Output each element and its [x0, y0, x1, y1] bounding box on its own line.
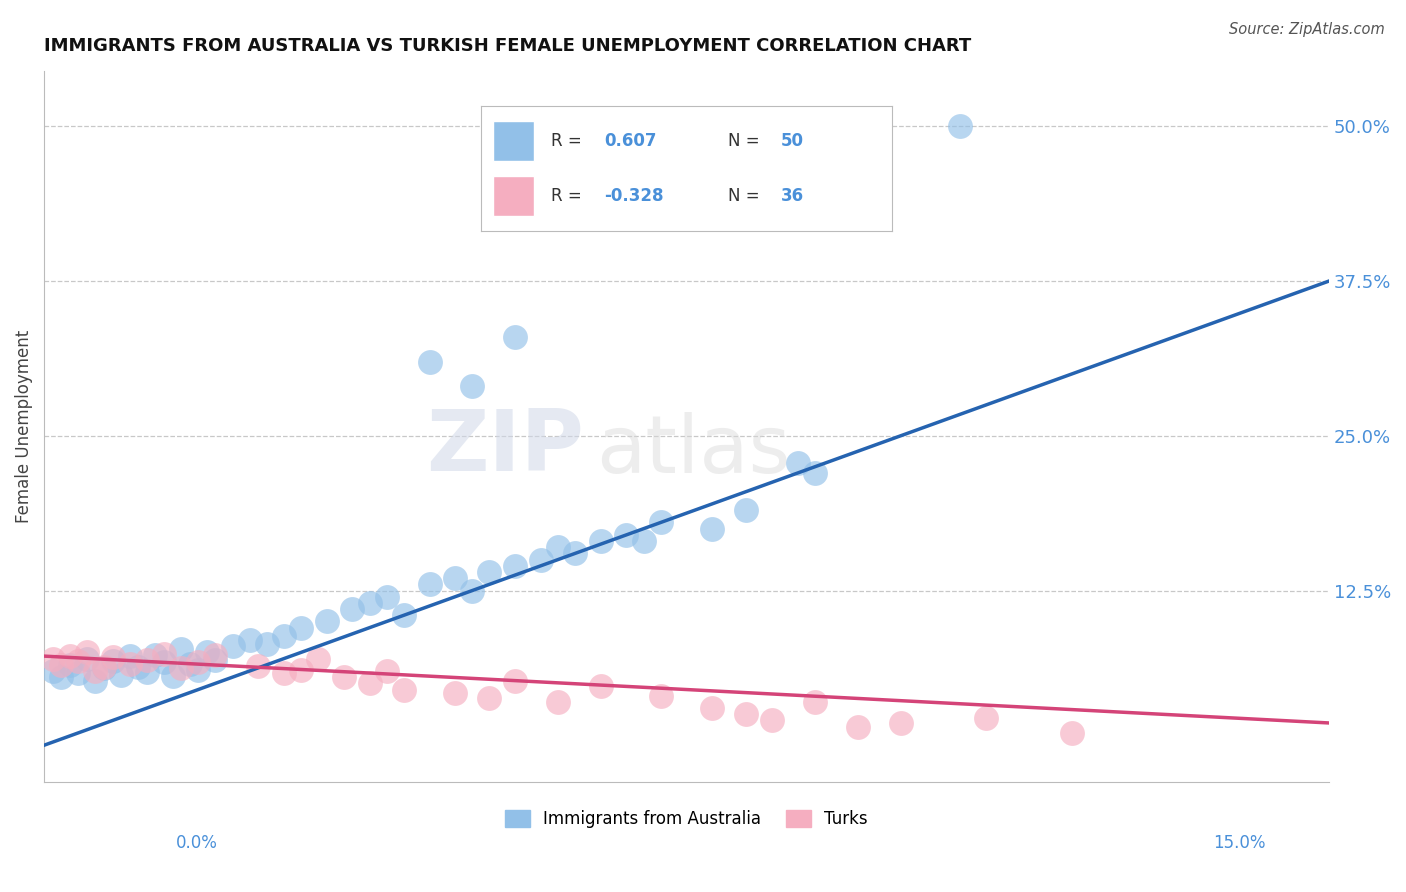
- Point: [633, 534, 655, 549]
- Point: [735, 503, 758, 517]
- Point: [110, 667, 132, 681]
- Point: [59, 657, 82, 672]
- Point: [461, 379, 484, 393]
- Point: [530, 552, 553, 566]
- Point: [170, 641, 193, 656]
- Point: [41, 664, 63, 678]
- Point: [59, 649, 82, 664]
- Point: [239, 633, 262, 648]
- Point: [949, 120, 972, 134]
- Point: [478, 691, 501, 706]
- Point: [786, 456, 808, 470]
- Point: [418, 354, 440, 368]
- Point: [359, 596, 381, 610]
- Y-axis label: Female Unemployment: Female Unemployment: [15, 330, 32, 524]
- Point: [187, 655, 209, 669]
- Point: [221, 639, 243, 653]
- Point: [589, 679, 612, 693]
- Point: [118, 649, 141, 664]
- Point: [444, 686, 467, 700]
- Point: [375, 664, 398, 678]
- Point: [145, 648, 167, 662]
- Point: [503, 558, 526, 573]
- Point: [162, 669, 184, 683]
- Point: [315, 615, 337, 629]
- Point: [650, 689, 672, 703]
- Point: [650, 516, 672, 530]
- Point: [101, 650, 124, 665]
- Point: [547, 540, 569, 554]
- Point: [195, 645, 218, 659]
- Point: [478, 565, 501, 579]
- Point: [761, 714, 783, 728]
- Point: [503, 673, 526, 688]
- Point: [503, 330, 526, 344]
- Point: [187, 663, 209, 677]
- Point: [76, 645, 98, 659]
- Point: [616, 528, 638, 542]
- Point: [564, 546, 586, 560]
- Text: IMMIGRANTS FROM AUSTRALIA VS TURKISH FEMALE UNEMPLOYMENT CORRELATION CHART: IMMIGRANTS FROM AUSTRALIA VS TURKISH FEM…: [44, 37, 972, 55]
- Point: [290, 621, 312, 635]
- Point: [153, 647, 176, 661]
- Point: [273, 666, 295, 681]
- Point: [444, 571, 467, 585]
- Point: [204, 648, 226, 662]
- Point: [846, 720, 869, 734]
- Point: [135, 653, 157, 667]
- Point: [135, 665, 157, 680]
- Point: [170, 661, 193, 675]
- Text: Source: ZipAtlas.com: Source: ZipAtlas.com: [1229, 22, 1385, 37]
- Point: [127, 660, 149, 674]
- Point: [204, 653, 226, 667]
- Point: [700, 701, 723, 715]
- Point: [247, 659, 270, 673]
- Point: [179, 657, 201, 671]
- Point: [290, 663, 312, 677]
- Point: [359, 676, 381, 690]
- Text: ZIP: ZIP: [426, 407, 583, 490]
- Point: [273, 629, 295, 643]
- Point: [418, 577, 440, 591]
- Point: [41, 651, 63, 665]
- Point: [51, 670, 73, 684]
- Text: 0.0%: 0.0%: [176, 834, 218, 852]
- Point: [153, 655, 176, 669]
- Point: [256, 637, 278, 651]
- Point: [461, 583, 484, 598]
- Point: [76, 651, 98, 665]
- Point: [67, 654, 90, 668]
- Point: [1060, 726, 1083, 740]
- Text: atlas: atlas: [596, 412, 792, 491]
- Point: [375, 590, 398, 604]
- Point: [974, 711, 997, 725]
- Point: [101, 654, 124, 668]
- Legend: Immigrants from Australia, Turks: Immigrants from Australia, Turks: [498, 803, 875, 835]
- Point: [392, 608, 415, 623]
- Point: [342, 602, 364, 616]
- Point: [589, 534, 612, 549]
- Point: [67, 666, 90, 681]
- Text: 15.0%: 15.0%: [1213, 834, 1265, 852]
- Point: [84, 673, 107, 688]
- Point: [735, 707, 758, 722]
- Point: [804, 466, 827, 480]
- Point: [804, 695, 827, 709]
- Point: [51, 657, 73, 672]
- Point: [547, 695, 569, 709]
- Point: [93, 660, 115, 674]
- Point: [307, 651, 329, 665]
- Point: [392, 682, 415, 697]
- Point: [890, 715, 912, 730]
- Point: [118, 657, 141, 671]
- Point: [700, 522, 723, 536]
- Point: [333, 670, 356, 684]
- Point: [84, 664, 107, 678]
- Point: [93, 661, 115, 675]
